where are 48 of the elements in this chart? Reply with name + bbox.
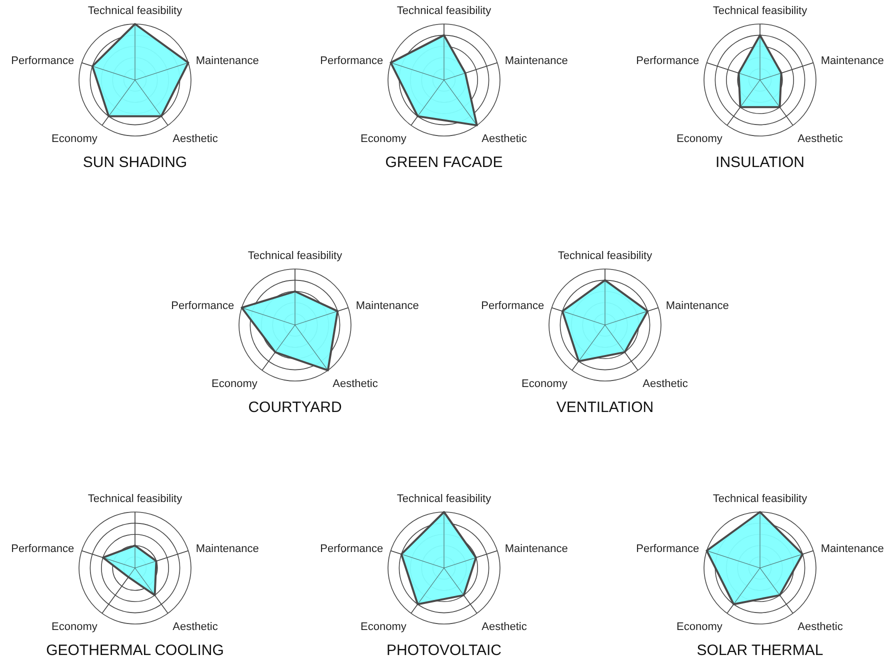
spoke-label: Technical feasibility [712,493,808,505]
text: SUN SHADING [82,154,188,171]
text: GREEN FACADE [385,154,503,171]
spoke-label: Technical feasibility [712,5,808,17]
text: COURTYARD [248,399,342,416]
text: VENTILATION [556,399,654,416]
spoke-label: Aesthetic [482,620,528,633]
spoke-label: Maintenance [356,300,419,312]
spoke-label: Technical feasibility [396,493,492,505]
spoke-label: Economy [52,132,98,145]
spoke-label: Maintenance [504,55,568,68]
text: SOLAR THERMAL [696,642,824,658]
spoke-label: Performance [320,543,384,556]
spoke-label: Aesthetic [482,132,528,145]
spoke-label: Maintenance [820,55,884,68]
spoke-label: Technical feasibility [558,250,653,262]
spoke-label: Maintenance [820,543,884,556]
spoke-label: Economy [212,378,258,390]
spoke-label: Performance [320,55,384,68]
spoke-label: Technical feasibility [248,250,343,262]
spoke-label: Maintenance [666,300,729,312]
spoke-label: Economy [522,378,568,390]
spoke-label: Maintenance [504,543,568,556]
spoke-label: Aesthetic [642,378,688,390]
spoke-label: Performance [636,55,700,68]
spoke-label: Economy [360,620,407,633]
spoke-label: Performance [11,55,74,68]
spoke-label: Aesthetic [798,132,844,145]
spoke-label: Performance [171,300,234,312]
spoke-label: Economy [676,620,723,633]
spoke-label: Aesthetic [332,378,378,390]
text: PHOTOVOLTAIC [386,642,502,658]
text: GEOTHERMAL COOLING [46,642,224,658]
spoke-label: Technical feasibility [88,493,183,505]
spoke-label: Performance [481,300,544,312]
spoke-label: Performance [636,543,700,556]
spoke-label: Maintenance [196,543,259,556]
spoke-label: Maintenance [196,55,259,68]
spoke-label: Technical feasibility [88,5,183,17]
text: INSULATION [716,154,804,171]
spoke-label: Aesthetic [172,620,218,633]
spoke-label: Performance [11,543,74,556]
spoke-label: Economy [52,620,98,633]
spoke-label: Technical feasibility [396,5,492,17]
spoke-label: Aesthetic [798,620,844,633]
spoke-label: Aesthetic [172,132,218,145]
spoke-label: Economy [676,132,723,145]
spoke-label: Economy [360,132,407,145]
